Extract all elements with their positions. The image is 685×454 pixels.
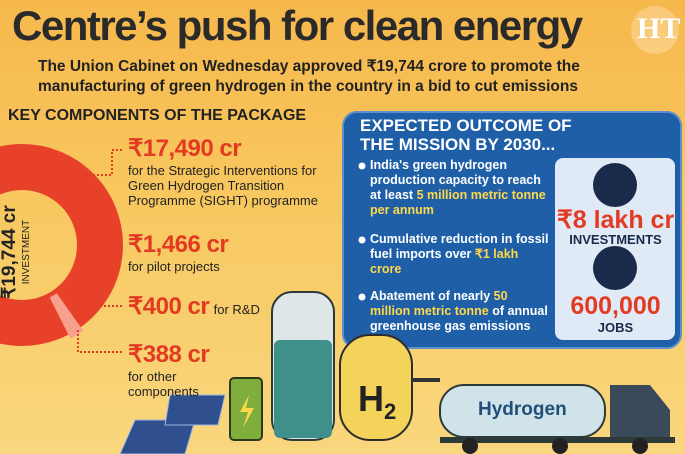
- electrolyser-water: [274, 340, 332, 438]
- logo-circle: [631, 6, 679, 54]
- truck-cab: [610, 385, 670, 440]
- logo: HT: [637, 12, 681, 45]
- component-description: for other components: [128, 369, 199, 399]
- component-amount: ₹388 cr: [128, 341, 210, 368]
- h2-tank: [339, 334, 413, 441]
- component-description: for pilot projects: [128, 259, 220, 274]
- component: ₹388 cr for other components: [128, 340, 218, 399]
- connectors: [77, 149, 122, 353]
- bullet-text: Cumulative reduction in fossil fuel impo…: [370, 232, 549, 261]
- component: ₹17,490 cr for the Strategic Intervention…: [128, 134, 338, 208]
- donut-slice: [49, 292, 84, 339]
- bullet-text: of annual greenhouse gas emissions: [370, 304, 548, 333]
- subtitle: The Union Cabinet on Wednesday approved …: [38, 58, 580, 95]
- bullet: India's green hydrogen production capaci…: [370, 158, 550, 218]
- icon-investment: [593, 163, 637, 207]
- bullet-highlight: 50 million metric tonne: [370, 289, 508, 318]
- icon-jobs: [593, 246, 637, 290]
- outcome-heading: EXPECTED OUTCOME OF THE MISSION BY 2030.…: [360, 116, 572, 154]
- stat-label: JOBS: [597, 320, 634, 335]
- component: ₹400 cr for R&D: [128, 292, 338, 321]
- stat-label: INVESTMENTS: [569, 232, 662, 247]
- title: Centre’s push for clean energy: [12, 2, 583, 49]
- truck-label: Hydrogen: [478, 399, 567, 420]
- bolt: [240, 395, 254, 428]
- h2-symbol: H: [358, 378, 384, 419]
- section-heading: KEY COMPONENTS OF THE PACKAGE: [8, 107, 307, 124]
- component: ₹1,466 cr for pilot projects: [128, 230, 338, 274]
- component-amount: ₹400 cr: [128, 293, 210, 320]
- bullet: Cumulative reduction in fossil fuel impo…: [370, 232, 550, 277]
- total-amount: ₹19,744 cr: [0, 205, 20, 299]
- bullet-dots: [358, 162, 366, 301]
- component-description: for R&D: [213, 302, 260, 317]
- h2-subscript: 2: [384, 399, 397, 425]
- total: ₹19,744 cr INVESTMENT: [0, 197, 32, 307]
- bullet: Abatement of nearly 50 million metric to…: [370, 289, 550, 334]
- bullet-text: India's green hydrogen production capaci…: [370, 158, 541, 202]
- total-label: INVESTMENT: [21, 219, 32, 285]
- bullet-text: Abatement of nearly: [370, 289, 494, 303]
- stat-value: ₹8 lakh cr: [556, 206, 675, 234]
- solar-panels: [119, 394, 226, 454]
- component-amount: ₹1,466 cr: [128, 231, 229, 258]
- component-amount: ₹17,490 cr: [128, 135, 242, 162]
- h2-label: H2: [358, 378, 396, 425]
- stat-value: 600,000: [570, 292, 661, 320]
- wheels: [462, 438, 648, 454]
- bullet-highlight: 5 million metric tonne per annum: [370, 188, 546, 217]
- component-description: for the Strategic Interventions for Gree…: [128, 163, 318, 208]
- bullet-highlight: ₹1 lakh crore: [370, 247, 519, 276]
